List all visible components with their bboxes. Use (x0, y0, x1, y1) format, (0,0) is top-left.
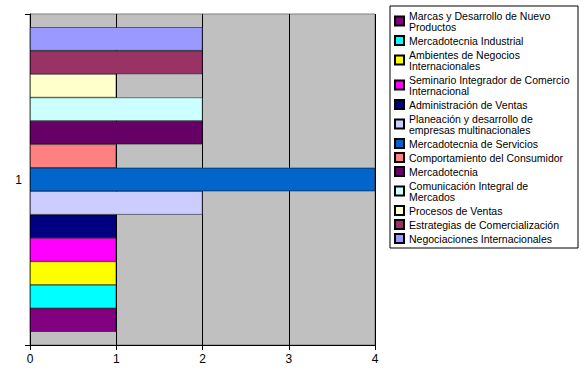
svg-text:3: 3 (285, 352, 292, 366)
svg-text:Procesos de Ventas: Procesos de Ventas (409, 205, 502, 217)
svg-text:Estrategias de Comercializació: Estrategias de Comercialización (409, 219, 559, 231)
svg-text:Internacionales: Internacionales (409, 60, 480, 72)
svg-text:1: 1 (15, 173, 22, 187)
svg-text:Marcas y Desarrollo de Nuevo: Marcas y Desarrollo de Nuevo (409, 9, 554, 22)
svg-text:Mercadotecnia Industrial: Mercadotecnia Industrial (409, 35, 523, 47)
svg-text:1: 1 (113, 352, 120, 366)
svg-text:4: 4 (372, 352, 379, 366)
svg-text:Comunicación Integral de: Comunicación Integral de (409, 179, 531, 192)
svg-text:Planeación y desarrollo de: Planeación y desarrollo de (409, 112, 536, 125)
svg-text:Mercadotecnia de Servicios: Mercadotecnia de Servicios (409, 138, 538, 150)
svg-text:Administración de Ventas: Administración de Ventas (409, 99, 527, 111)
svg-text:Seminario Integrador de Comerc: Seminario Integrador de Comercio (409, 73, 573, 86)
svg-text:Comportamiento del Consumidor: Comportamiento del Consumidor (409, 152, 564, 164)
svg-text:Mercados: Mercados (409, 191, 455, 203)
svg-text:Ambientes de Negocios: Ambientes de Negocios (409, 48, 523, 61)
svg-text:Mercadotecnia: Mercadotecnia (409, 166, 478, 178)
svg-text:2: 2 (199, 352, 206, 366)
svg-text:Negociaciones Internacionales: Negociaciones Internacionales (409, 233, 552, 245)
svg-text:empresas multinacionales: empresas multinacionales (409, 124, 530, 136)
svg-text:Internacional: Internacional (409, 85, 469, 97)
svg-text:Productos: Productos (409, 21, 456, 33)
svg-text:0: 0 (27, 352, 34, 366)
